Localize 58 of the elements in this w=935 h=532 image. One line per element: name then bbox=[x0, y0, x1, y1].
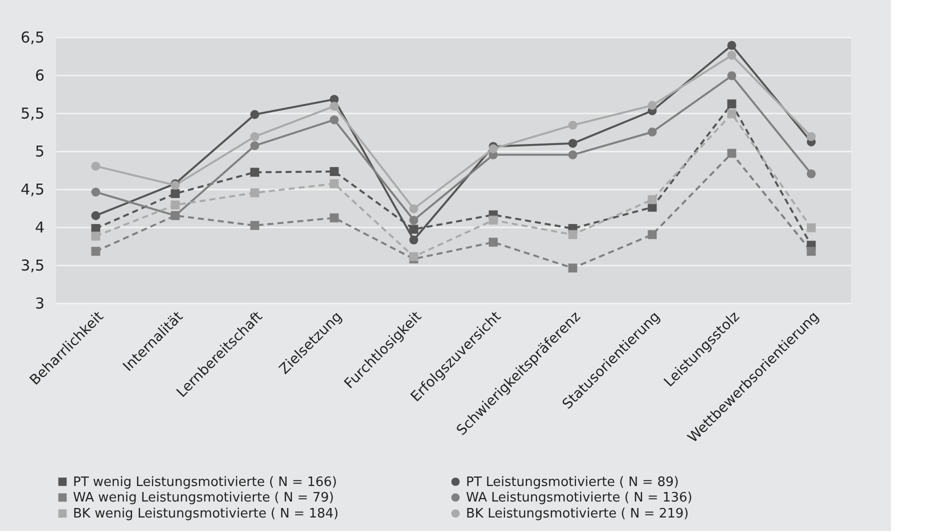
legend-label: BK Leistungsmotivierte ( N = 219) bbox=[466, 506, 689, 522]
point bbox=[250, 188, 260, 198]
point bbox=[568, 150, 578, 160]
point bbox=[91, 188, 100, 197]
point bbox=[170, 200, 180, 210]
point bbox=[170, 189, 180, 198]
point bbox=[409, 204, 418, 214]
y-tick-label: 5 bbox=[34, 142, 44, 160]
point bbox=[91, 246, 100, 256]
point bbox=[648, 128, 657, 136]
point bbox=[568, 120, 578, 130]
point bbox=[727, 148, 736, 158]
point bbox=[648, 100, 657, 110]
point bbox=[330, 115, 339, 124]
point bbox=[409, 216, 418, 225]
legend-label: WA wenig Leistungsmotivierte ( N = 79) bbox=[73, 490, 334, 506]
point bbox=[727, 50, 736, 60]
point bbox=[250, 110, 260, 119]
point bbox=[727, 40, 736, 50]
y-tick-label: 4,5 bbox=[20, 180, 44, 198]
point bbox=[488, 238, 498, 247]
legend-label: BK wenig Leistungsmotivierte ( N = 184) bbox=[73, 506, 339, 522]
point bbox=[488, 144, 498, 154]
point bbox=[330, 179, 339, 188]
point bbox=[727, 99, 736, 108]
point bbox=[806, 169, 816, 178]
point bbox=[250, 132, 260, 142]
point bbox=[806, 223, 816, 232]
point bbox=[568, 138, 578, 148]
y-tick-label: 3 bbox=[34, 294, 44, 312]
point bbox=[568, 230, 578, 240]
point bbox=[91, 211, 100, 220]
point bbox=[727, 109, 736, 118]
point bbox=[409, 235, 418, 244]
y-tick-label: 3,5 bbox=[20, 256, 44, 274]
y-tick-label: 6 bbox=[34, 66, 44, 84]
legend-label: WA Leistungsmotivierte ( N = 136) bbox=[466, 490, 692, 506]
point bbox=[91, 162, 100, 171]
point bbox=[250, 168, 260, 177]
point bbox=[568, 264, 578, 273]
point bbox=[330, 102, 339, 111]
point bbox=[91, 232, 100, 241]
y-tick-label: 5,5 bbox=[20, 104, 44, 122]
point bbox=[488, 216, 498, 225]
y-tick-label: 6,5 bbox=[20, 28, 44, 46]
legend-label: PT Leistungsmotivierte ( N = 89) bbox=[466, 474, 679, 490]
point bbox=[409, 224, 418, 234]
y-tick-label: 4 bbox=[34, 218, 44, 236]
point bbox=[648, 195, 657, 204]
point bbox=[250, 141, 260, 150]
legend-label: PT wenig Leistungsmotivierte ( N = 166) bbox=[73, 474, 337, 490]
point bbox=[648, 230, 657, 240]
point bbox=[727, 71, 736, 80]
point bbox=[330, 213, 339, 222]
point bbox=[330, 167, 339, 176]
point bbox=[806, 132, 816, 142]
point bbox=[250, 221, 260, 230]
point bbox=[806, 246, 816, 256]
